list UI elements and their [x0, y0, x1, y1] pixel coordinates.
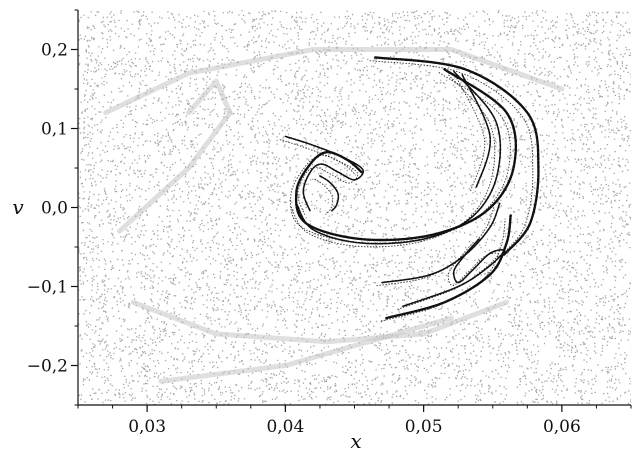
- grey-swirl: [158, 315, 454, 384]
- x-tick-label: 0,06: [543, 417, 581, 437]
- dark-filament-curve: [461, 74, 491, 189]
- y-axis-title: v: [12, 195, 24, 219]
- y-tick-label: 0,2: [41, 41, 68, 61]
- chaotic-sea-points: [78, 10, 631, 405]
- dark-filament-strand: [397, 242, 499, 310]
- y-tick-label: 0,0: [41, 199, 68, 219]
- dark-filament-curve: [284, 135, 365, 213]
- y-tick-label: −0,1: [27, 278, 68, 298]
- dark-filament-strand: [456, 77, 486, 192]
- dark-filament-strand: [314, 178, 334, 215]
- y-axis-ticks: 0,2 0,1 0,0 −0,1 −0,2: [27, 9, 78, 406]
- grey-swirl: [130, 299, 510, 345]
- dark-filament-curve: [402, 238, 505, 308]
- dark-filament-curve: [295, 70, 502, 245]
- dark-filament-strand: [279, 139, 359, 215]
- y-tick-label: −0,2: [27, 357, 68, 377]
- dark-filament-strand: [380, 218, 506, 322]
- x-tick-label: 0,03: [128, 417, 166, 437]
- dark-filament-curve: [385, 214, 512, 320]
- y-tick-label: 0,1: [41, 120, 68, 140]
- dark-filament-curve: [374, 56, 540, 257]
- saddle-filament-curves: [279, 56, 540, 322]
- x-axis-title: x: [350, 429, 361, 453]
- grey-swirl: [103, 47, 565, 116]
- x-tick-label: 0,04: [266, 417, 304, 437]
- dark-filament-strand: [290, 74, 496, 248]
- dark-filament-curve: [319, 175, 340, 213]
- x-axis-ticks: 0,03 0,04 0,05 0,06: [77, 405, 632, 437]
- dark-filament-strand: [369, 60, 534, 259]
- dark-filament-strand: [376, 206, 495, 287]
- dark-filament-curve: [381, 202, 501, 284]
- dark-filament-curve: [294, 68, 518, 242]
- x-tick-label: 0,05: [405, 417, 443, 437]
- dark-filament-strand: [290, 72, 511, 244]
- grey-swirl: [116, 78, 233, 234]
